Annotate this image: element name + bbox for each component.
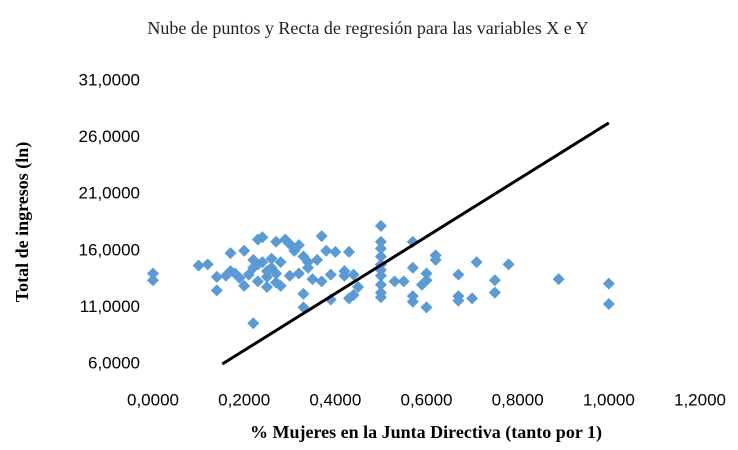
point [270, 267, 283, 280]
point [283, 269, 296, 282]
point [352, 281, 365, 294]
point [602, 277, 615, 290]
point [388, 275, 401, 288]
x-tick-label: 0,4000 [309, 390, 361, 409]
point [274, 256, 287, 269]
point [452, 294, 465, 307]
point [256, 231, 269, 244]
point [315, 275, 328, 288]
point [238, 244, 251, 257]
point [552, 273, 565, 286]
point [374, 269, 387, 282]
point [265, 252, 278, 265]
point [320, 244, 333, 257]
point [374, 219, 387, 232]
point [238, 279, 251, 292]
point [224, 247, 237, 260]
point [147, 274, 159, 287]
point [488, 274, 501, 287]
point [429, 249, 442, 262]
point [260, 281, 273, 294]
point [488, 286, 501, 299]
point [270, 235, 283, 248]
point [374, 291, 387, 304]
point [374, 242, 387, 255]
point [397, 275, 410, 288]
point [452, 268, 465, 281]
point [420, 274, 433, 287]
x-tick-label: 1,0000 [583, 390, 635, 409]
point [374, 250, 387, 263]
point [210, 284, 223, 297]
y-axis-title: Total de ingresos (ln) [12, 142, 33, 303]
point [406, 261, 419, 274]
point [343, 245, 356, 258]
x-tick-label: 1,2000 [674, 390, 726, 409]
point [347, 288, 360, 301]
point [256, 256, 269, 269]
point [147, 267, 159, 280]
point [406, 295, 419, 308]
y-tick-label: 16,0000 [79, 240, 140, 259]
point [315, 230, 328, 243]
point [420, 267, 433, 280]
point [251, 275, 264, 288]
point [324, 268, 337, 281]
point [329, 245, 342, 258]
y-tick-label: 21,0000 [79, 184, 140, 203]
point [201, 258, 214, 271]
point [374, 235, 387, 248]
point [292, 239, 305, 252]
point [374, 278, 387, 291]
point [292, 267, 305, 280]
point [338, 269, 351, 282]
chart-title: Nube de puntos y Recta de regresión para… [147, 18, 588, 38]
point [502, 258, 515, 271]
x-tick-label: 0,2000 [218, 390, 270, 409]
y-tick-label: 26,0000 [79, 127, 140, 146]
point [192, 259, 205, 272]
y-tick-label: 11,0000 [80, 297, 140, 316]
point [602, 298, 615, 311]
y-tick-label: 31,0000 [79, 70, 140, 89]
point [301, 256, 314, 269]
point [260, 270, 273, 283]
point [210, 270, 223, 283]
point [466, 292, 479, 305]
point [274, 279, 287, 292]
y-tick-label: 6,0000 [88, 353, 140, 372]
point [470, 256, 483, 269]
x-tick-label: 0,8000 [492, 390, 544, 409]
point [306, 273, 319, 286]
point [311, 253, 324, 266]
regression-line [221, 121, 610, 366]
point [233, 271, 246, 284]
point [297, 287, 310, 300]
point [420, 301, 433, 314]
point [347, 268, 360, 281]
x-tick-label: 0,6000 [401, 390, 453, 409]
x-tick-label: 0,0000 [127, 390, 179, 409]
point [247, 317, 260, 330]
x-axis-title: % Mujeres en la Junta Directiva (tanto p… [250, 422, 602, 443]
